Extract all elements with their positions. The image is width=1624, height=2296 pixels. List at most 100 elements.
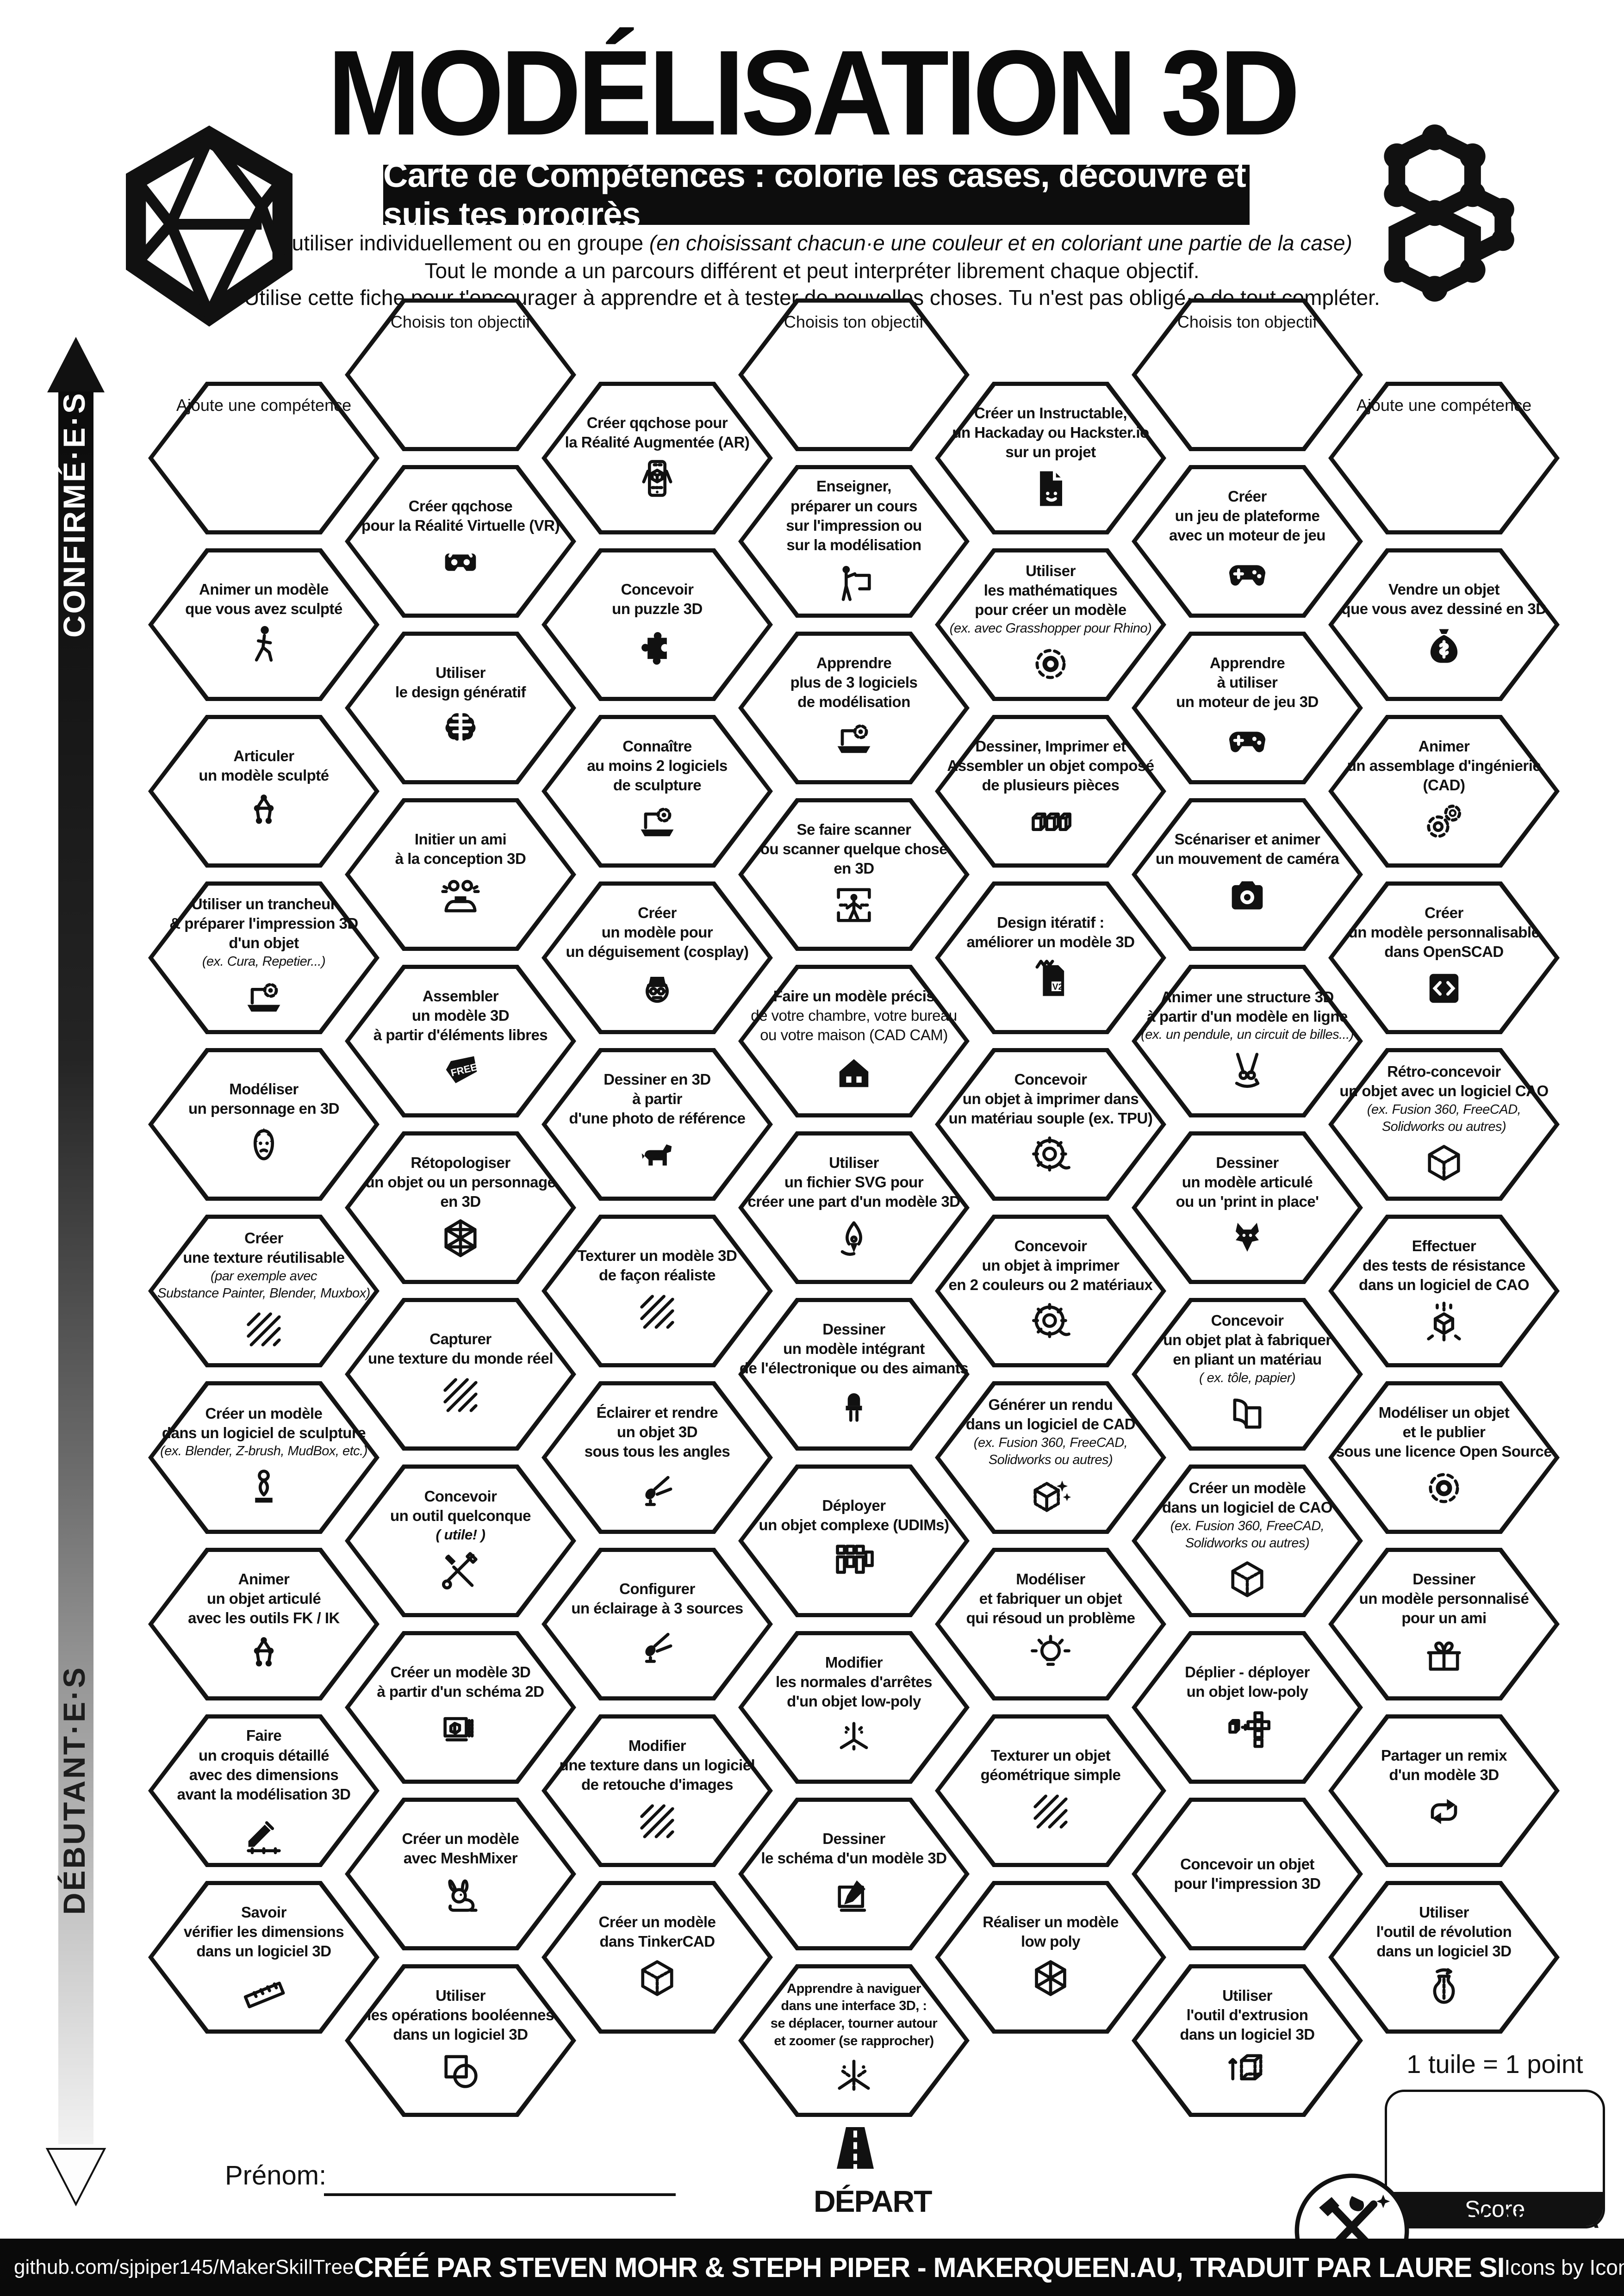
hex-ajoute-2[interactable]: Ajoute une compétence (1328, 382, 1560, 534)
hex-realiser-lowpoly[interactable]: Réaliser un modèle low poly (935, 1881, 1166, 2034)
hex-fill-area[interactable] (1333, 552, 1555, 697)
hex-fill-area[interactable] (1137, 303, 1358, 447)
hex-logiciel-sculpture[interactable]: Créer un modèle dans un logiciel de sculp… (148, 1381, 380, 1534)
hex-outil-revolution[interactable]: Utiliser l'outil de révolution dans un log… (1328, 1881, 1560, 2034)
hex-fill-area[interactable] (940, 886, 1161, 1030)
hex-fill-area[interactable] (1333, 386, 1555, 530)
hex-apprendre-naviguer[interactable]: Apprendre à naviguer dans une interface 3… (738, 1964, 970, 2117)
hex-eclairage-3-sources[interactable]: Configurer un éclairage à 3 sources (541, 1548, 773, 1700)
hex-fill-area[interactable] (1137, 1968, 1358, 2113)
hex-savoir-verifier[interactable]: Savoir vérifier les dimensions dans un log… (148, 1881, 380, 2034)
hex-fill-area[interactable] (940, 1052, 1161, 1197)
hex-texturer-geometrique[interactable]: Texturer un objet géométrique simple (935, 1714, 1166, 1867)
hex-ajoute-1[interactable]: Ajoute une compétence (148, 382, 380, 534)
hex-print-in-place[interactable]: Dessiner un modèle articulé ou un 'print i… (1132, 1131, 1363, 1284)
hex-enseigner[interactable]: Enseigner, préparer un cours sur l'impress… (738, 465, 970, 618)
hex-animer-sculpte[interactable]: Animer un modèle que vous avez sculpté (148, 548, 380, 701)
hex-fk-ik[interactable]: Animer un objet articulé avec les outils F… (148, 1548, 380, 1700)
hex-choisis-1[interactable]: Choisis ton objectif (345, 298, 576, 451)
hex-resoudre-probleme[interactable]: Modéliser et fabriquer un objet qui résoud… (935, 1548, 1166, 1700)
hex-se-faire-scanner[interactable]: Se faire scanner ou scanner quelque chose… (738, 798, 970, 951)
hex-tinkercad[interactable]: Créer un modèle dans TinkerCAD (541, 1881, 773, 2034)
hex-fill-area[interactable] (1137, 1802, 1358, 1946)
hex-connaitre-2-logiciels[interactable]: Connaître au moins 2 logiciels de sculptur… (541, 715, 773, 868)
hex-moteur-jeu-3d[interactable]: Apprendre à utiliser un moteur de jeu 3D (1132, 632, 1363, 784)
footer-icons8-credit[interactable]: Icons by Icons8.com (1504, 2255, 1624, 2279)
hex-capturer-texture[interactable]: Capturer une texture du monde réel (345, 1298, 576, 1451)
hex-fill-area[interactable] (1137, 636, 1358, 780)
hex-assembler-elements-libres[interactable]: Assembler un modèle 3D à partir d'éléments… (345, 965, 576, 1117)
hex-meshmixer[interactable]: Créer un modèle avec MeshMixer (345, 1798, 576, 1950)
hex-realite-augmentee[interactable]: Créer qqchose pour la Réalité Augmentée (… (541, 382, 773, 534)
hex-concevoir-impression[interactable]: Concevoir un objet pour l'impression 3D (1132, 1798, 1363, 1950)
hex-generer-rendu[interactable]: Générer un rendu dans un logiciel de CAD (… (935, 1381, 1166, 1534)
hex-fill-area[interactable] (940, 1385, 1161, 1530)
hex-fill-area[interactable] (1333, 1552, 1555, 1696)
hex-operations-booleennes[interactable]: Utiliser les opérations booléennes dans un… (345, 1964, 576, 2117)
hex-modeliser-personnage[interactable]: Modéliser un personnage en 3D (148, 1048, 380, 1201)
hex-fichier-svg[interactable]: Utiliser un fichier SVG pour créer une par… (738, 1131, 970, 1284)
hex-tests-resistance[interactable]: Effectuer des tests de résistance dans un … (1328, 1215, 1560, 1367)
hex-fill-area[interactable] (1137, 969, 1358, 1113)
hex-fill-area[interactable] (1333, 1885, 1555, 2029)
hex-electronique-aimants[interactable]: Dessiner un modèle intégrant de l'électron… (738, 1298, 970, 1451)
hex-choisis-3[interactable]: Choisis ton objectif (1132, 298, 1363, 451)
hex-photo-reference[interactable]: Dessiner en 3D à partir d'une photo de réf… (541, 1048, 773, 1201)
hex-schema-2d[interactable]: Créer un modèle 3D à partir d'un schéma 2… (345, 1631, 576, 1784)
hex-retopologiser[interactable]: Rétopologiser un objet ou un personnage en… (345, 1131, 576, 1284)
hex-initier-ami[interactable]: Initier un ami à la conception 3D (345, 798, 576, 951)
hex-fill-area[interactable] (940, 1885, 1161, 2029)
prenom-input-line[interactable] (324, 2193, 676, 2196)
hex-puzzle-3d[interactable]: Concevoir un puzzle 3D (541, 548, 773, 701)
hex-fill-area[interactable] (940, 386, 1161, 530)
hex-fill-area[interactable] (1137, 1136, 1358, 1280)
hex-apprendre-3-logiciels[interactable]: Apprendre plus de 3 logiciels de modélisat… (738, 632, 970, 784)
hex-retro-concevoir[interactable]: Rétro-concevoir un objet avec un logiciel… (1328, 1048, 1560, 1201)
hex-dessiner-schema[interactable]: Dessiner le schéma d'un modèle 3D (738, 1798, 970, 1950)
hex-jeu-plateforme[interactable]: Créer un jeu de plateforme avec un moteur … (1132, 465, 1363, 618)
hex-objet-plusieurs-pieces[interactable]: Dessiner, Imprimer et Assembler un objet … (935, 715, 1166, 868)
hex-retouche-images[interactable]: Modifier une texture dans un logiciel de r… (541, 1714, 773, 1867)
hex-modele-precis-maison[interactable]: Faire un modèle précis de votre chambre, … (738, 965, 970, 1117)
hex-design-generatif[interactable]: Utiliser le design génératif (345, 632, 576, 784)
hex-fill-area[interactable] (940, 1219, 1161, 1363)
hex-instructable[interactable]: Créer un Instructable, un Hackaday ou Hac… (935, 382, 1166, 534)
hex-fill-area[interactable] (1137, 802, 1358, 947)
hex-articuler-sculpte[interactable]: Articuler un modèle sculpté (148, 715, 380, 868)
hex-choisis-2[interactable]: Choisis ton objectif (738, 298, 970, 451)
hex-objet-plat-pliant[interactable]: Concevoir un objet plat à fabriquer en pli… (1132, 1298, 1363, 1451)
hex-texturer-realiste[interactable]: Texturer un modèle 3D de façon réaliste (541, 1215, 773, 1367)
hex-fill-area[interactable] (940, 1552, 1161, 1696)
hex-fill-area[interactable] (1333, 886, 1555, 1030)
hex-vendre-objet[interactable]: Vendre un objet que vous avez dessiné en … (1328, 548, 1560, 701)
hex-deployer-udims[interactable]: Déployer un objet complexe (UDIMs) (738, 1464, 970, 1617)
hex-modele-cao[interactable]: Créer un modèle dans un logiciel de CAO (e… (1132, 1464, 1363, 1617)
hex-licence-open-source[interactable]: Modéliser un objet et le publier sous une … (1328, 1381, 1560, 1534)
hex-croquis-dimensions[interactable]: Faire un croquis détaillé avec des dimensi… (148, 1714, 380, 1867)
hex-fill-area[interactable] (1333, 719, 1555, 863)
hex-concevoir-outil[interactable]: Concevoir un outil quelconque ( utile! ) (345, 1464, 576, 1617)
footer-github-link[interactable]: github.com/sjpiper145/MakerSkillTree (14, 2256, 354, 2278)
hex-fill-area[interactable] (1333, 1385, 1555, 1530)
hex-mathematiques[interactable]: Utiliser les mathématiques pour créer un m… (935, 548, 1166, 701)
hex-deguisement-cosplay[interactable]: Créer un modèle pour un déguisement (cospl… (541, 881, 773, 1034)
hex-texture-reutilisable[interactable]: Créer une texture réutilisable (par exempl… (148, 1215, 380, 1367)
score-box[interactable]: Score (1385, 2090, 1605, 2228)
hex-fill-area[interactable] (1333, 1719, 1555, 1863)
hex-modele-pour-ami[interactable]: Dessiner un modèle personnalisé pour un am… (1328, 1548, 1560, 1700)
hex-animer-structure[interactable]: Animer une structure 3D à partir d'un mod… (1132, 965, 1363, 1117)
hex-deplier-deployer[interactable]: Déplier - déployer un objet low-poly (1132, 1631, 1363, 1784)
hex-openscad[interactable]: Créer un modèle personnalisable dans OpenS… (1328, 881, 1560, 1034)
hex-scenariser-camera[interactable]: Scénariser et animer un mouvement de camé… (1132, 798, 1363, 951)
hex-fill-area[interactable] (940, 1719, 1161, 1863)
hex-design-iteratif[interactable]: Design itératif : améliorer un modèle 3D (935, 881, 1166, 1034)
hex-assemblage-ingenierie[interactable]: Animer un assemblage d'ingénierie (CAD) (1328, 715, 1560, 868)
hex-partager-remix[interactable]: Partager un remix d'un modèle 3D (1328, 1714, 1560, 1867)
hex-fill-area[interactable] (1137, 1635, 1358, 1780)
hex-materiau-souple-tpu[interactable]: Concevoir un objet à imprimer dans un maté… (935, 1048, 1166, 1201)
hex-modifier-normales[interactable]: Modifier les normales d'arrêtes d'un objet… (738, 1631, 970, 1784)
hex-deux-couleurs[interactable]: Concevoir un objet à imprimer en 2 couleur… (935, 1215, 1166, 1367)
hex-outil-extrusion[interactable]: Utiliser l'outil d'extrusion dans un logic… (1132, 1964, 1363, 2117)
hex-fill-area[interactable] (940, 552, 1161, 697)
hex-fill-area[interactable] (940, 719, 1161, 863)
